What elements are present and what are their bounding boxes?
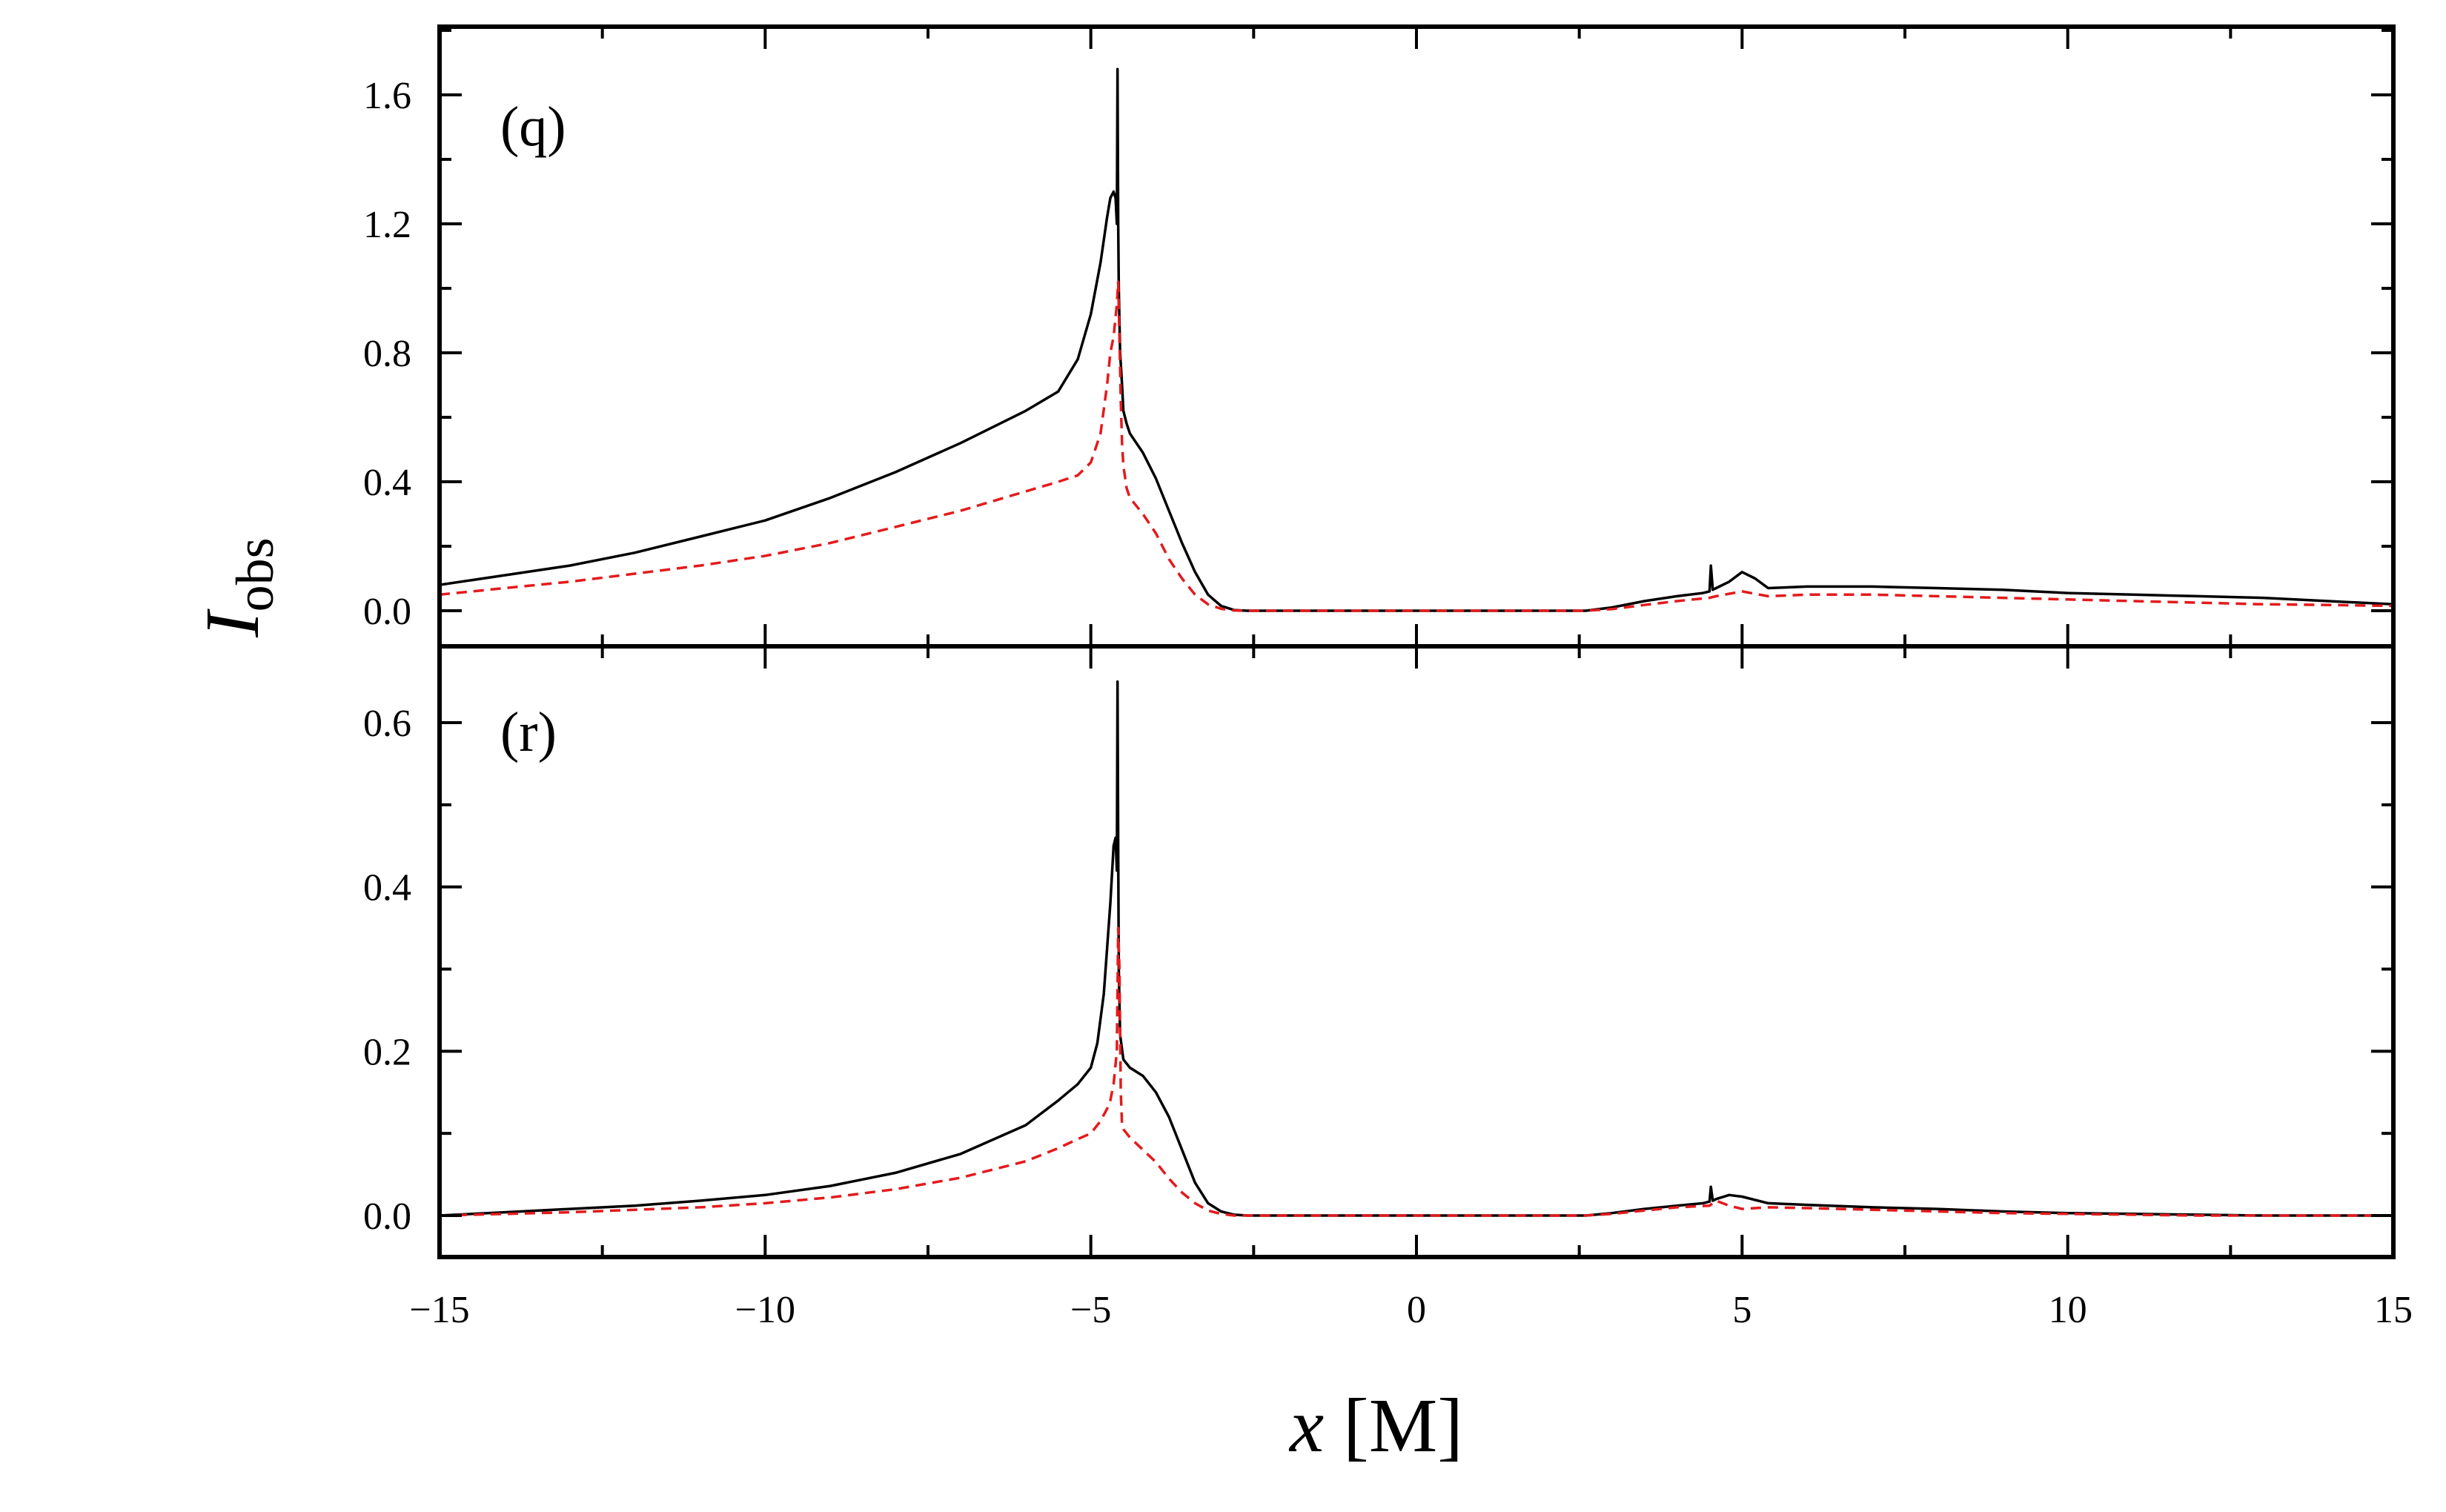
y-axis-variable: I bbox=[190, 609, 275, 638]
y-tick-label-q: 1.6 bbox=[363, 75, 411, 117]
y-tick-label-r: 0.0 bbox=[363, 1196, 411, 1238]
x-tick-label: 5 bbox=[1732, 1289, 1751, 1331]
y-tick-label-r: 0.6 bbox=[363, 703, 411, 745]
x-axis-title: x [M] bbox=[1288, 1383, 1463, 1468]
x-tick-label: −5 bbox=[1070, 1289, 1111, 1331]
x-tick-label: −15 bbox=[409, 1289, 469, 1331]
y-tick-label-q: 1.2 bbox=[363, 204, 411, 246]
x-axis-unit: [M] bbox=[1324, 1383, 1463, 1468]
series-line-q-dashed bbox=[440, 280, 2393, 612]
y-tick-label-q: 0.0 bbox=[363, 591, 411, 633]
panel-label-q: (q) bbox=[500, 96, 566, 158]
plot-frame-q bbox=[437, 24, 2396, 649]
y-axis-subscript: obs bbox=[225, 537, 285, 611]
plot-frame-r bbox=[437, 644, 2396, 1259]
panel-label-r: (r) bbox=[500, 701, 557, 763]
y-axis-title: Iobs bbox=[190, 537, 285, 638]
series-line-q-solid bbox=[440, 67, 2393, 612]
x-tick-label: 15 bbox=[2374, 1289, 2413, 1331]
x-axis-variable: x bbox=[1288, 1383, 1324, 1468]
x-tick-label: 10 bbox=[2049, 1289, 2087, 1331]
y-tick-label-r: 0.2 bbox=[363, 1031, 411, 1073]
panel-r: (r) 0.0 0.2 0.4 0.6 −15 −10 −5 0 5 10 15 bbox=[363, 644, 2413, 1331]
series-line-r-solid bbox=[440, 680, 2393, 1217]
x-tick-label: 0 bbox=[1407, 1289, 1426, 1331]
y-tick-label-q: 0.4 bbox=[363, 462, 411, 504]
series-line-r-dashed bbox=[440, 926, 2393, 1217]
panel-q: (q) 0.0 0.4 0.8 1.2 1.6 bbox=[363, 24, 2396, 649]
y-tick-label-r: 0.4 bbox=[363, 867, 411, 909]
y-tick-label-q: 0.8 bbox=[363, 333, 411, 375]
x-tick-label: −10 bbox=[735, 1289, 795, 1331]
